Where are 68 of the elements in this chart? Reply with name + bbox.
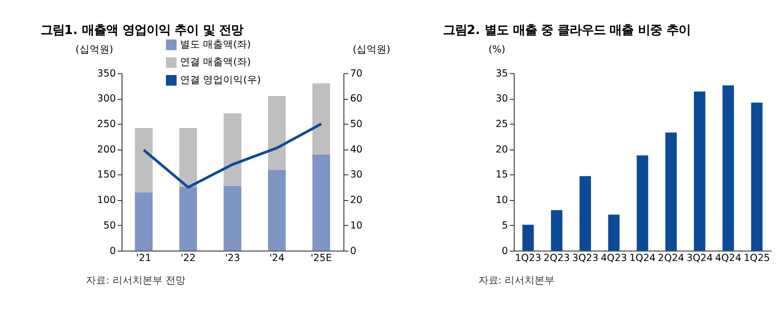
bar [580, 176, 591, 251]
bar [224, 186, 242, 251]
bar [636, 155, 648, 251]
bar [312, 154, 330, 251]
y-tick-label: 50 [103, 220, 116, 232]
y2-tick-label: 70 [350, 68, 362, 80]
bar [134, 128, 153, 192]
x-tick-label: '24 [269, 252, 284, 264]
y-tick-label: 15 [496, 170, 508, 181]
legend-label: 별도 매출액(좌) [180, 39, 251, 50]
bar [608, 214, 620, 251]
x-tick-label: '23 [224, 252, 240, 264]
y2-tick-label: 40 [350, 144, 362, 156]
legend-label: 연결 영업이익(우) [180, 74, 261, 86]
y-tick-label: 300 [97, 94, 116, 105]
y2-tick-label: 30 [350, 170, 362, 181]
bar [665, 132, 677, 251]
bar [268, 96, 286, 170]
y-axis-title: (십억원) [76, 44, 114, 56]
line-series [142, 122, 323, 189]
bar [722, 85, 734, 251]
y-tick-label: 350 [97, 68, 116, 80]
x-tick-label: '25E [310, 252, 332, 264]
bar [312, 83, 330, 154]
bar [550, 210, 562, 251]
x-tick-label: '21 [136, 252, 152, 264]
y-tick-label: 0 [502, 246, 508, 257]
y-tick-label: 150 [97, 170, 116, 181]
y2-tick-label: 60 [350, 94, 362, 105]
x-tick-label: 1Q23 [514, 252, 542, 264]
text: 자료: 리서치본부 [478, 276, 555, 286]
y-tick-label: 0 [110, 246, 116, 257]
y-axis-title: (%) [488, 44, 506, 56]
bar [751, 102, 763, 251]
chart-title: 그림1. 매출액 영업이익 추이 및 전망 [40, 22, 244, 38]
chart-title: 그림2. 별도 매출 중 클라우드 매출 비중 추이 [442, 22, 690, 38]
x-tick-label: 2Q23 [544, 252, 570, 264]
x-tick-label: 4Q23 [600, 252, 628, 264]
bar [179, 128, 197, 187]
bar [179, 186, 197, 251]
y2-tick-label: 0 [350, 246, 356, 257]
bar [224, 113, 242, 186]
y-tick-label: 20 [496, 144, 508, 156]
x-tick-label: 3Q24 [686, 252, 713, 264]
y-tick-label: 35 [496, 68, 508, 80]
y2-axis-title: (십억원) [352, 44, 390, 56]
y2-tick-label: 10 [350, 220, 362, 232]
y-tick-label: 10 [496, 195, 508, 206]
y-tick-label: 5 [502, 220, 508, 232]
y2-tick-label: 20 [350, 195, 362, 206]
y2-tick-label: 50 [350, 119, 362, 130]
y-tick-label: 200 [97, 144, 116, 156]
x-tick-label: 4Q24 [715, 252, 742, 264]
y-tick-label: 250 [97, 119, 116, 130]
text: 자료: 리서치본부 전망 [86, 276, 186, 286]
bar [522, 224, 534, 251]
bar [134, 192, 153, 251]
x-tick-label: 2Q24 [658, 252, 684, 264]
y-tick-label: 30 [496, 94, 508, 105]
x-tick-label: '22 [180, 252, 196, 264]
bar [694, 91, 706, 251]
x-tick-label: 1Q24 [629, 252, 656, 264]
y-tick-label: 100 [97, 195, 116, 206]
bar [268, 170, 286, 251]
x-tick-label: 3Q23 [572, 252, 598, 264]
y-tick-label: 25 [496, 119, 508, 130]
x-tick-label: 1Q25 [744, 252, 770, 264]
legend-label: 연결 매출액(좌) [180, 57, 251, 68]
